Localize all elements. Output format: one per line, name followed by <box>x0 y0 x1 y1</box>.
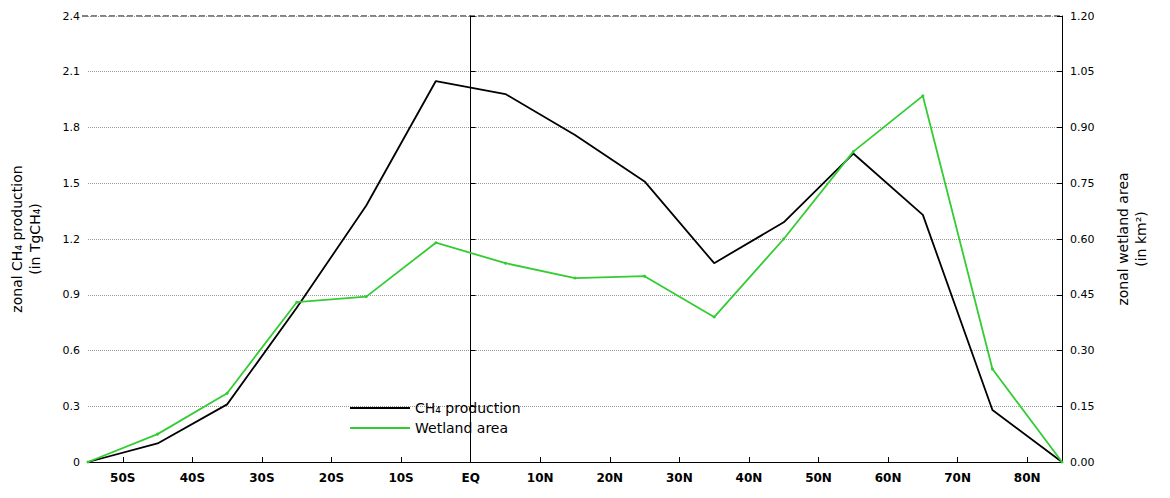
svg-text:2.4: 2.4 <box>63 10 81 23</box>
svg-text:0.6: 0.6 <box>63 344 81 357</box>
svg-text:1.20: 1.20 <box>1070 10 1095 23</box>
svg-text:50N: 50N <box>805 471 832 485</box>
svg-text:1.2: 1.2 <box>63 233 81 246</box>
svg-text:1.05: 1.05 <box>1070 65 1095 78</box>
svg-text:0.15: 0.15 <box>1070 400 1095 413</box>
svg-text:0: 0 <box>73 456 80 469</box>
svg-text:0.30: 0.30 <box>1070 344 1095 357</box>
svg-text:zonal wetland area: zonal wetland area <box>1115 172 1131 305</box>
svg-text:0.45: 0.45 <box>1070 288 1095 301</box>
svg-text:0.75: 0.75 <box>1070 177 1095 190</box>
svg-text:zonal CH₄ production: zonal CH₄ production <box>9 165 25 312</box>
svg-text:30S: 30S <box>249 471 274 485</box>
svg-text:0.9: 0.9 <box>63 288 81 301</box>
svg-text:(in km²): (in km²) <box>1133 211 1149 267</box>
svg-text:30N: 30N <box>666 471 693 485</box>
svg-text:0.00: 0.00 <box>1070 456 1095 469</box>
svg-text:50S: 50S <box>110 471 135 485</box>
svg-text:0.90: 0.90 <box>1070 121 1095 134</box>
svg-text:10S: 10S <box>388 471 413 485</box>
svg-text:0.60: 0.60 <box>1070 233 1095 246</box>
svg-text:1.8: 1.8 <box>63 121 81 134</box>
svg-text:80N: 80N <box>1014 471 1041 485</box>
svg-text:20N: 20N <box>596 471 623 485</box>
svg-text:Wetland area: Wetland area <box>415 420 508 436</box>
svg-text:EQ: EQ <box>461 471 479 485</box>
svg-text:20S: 20S <box>319 471 344 485</box>
svg-text:10N: 10N <box>527 471 554 485</box>
svg-text:40S: 40S <box>180 471 205 485</box>
svg-text:1.5: 1.5 <box>63 177 81 190</box>
svg-text:60N: 60N <box>875 471 902 485</box>
svg-text:2.1: 2.1 <box>63 65 81 78</box>
svg-text:70N: 70N <box>944 471 971 485</box>
svg-text:40N: 40N <box>736 471 763 485</box>
svg-text:(in TgCH₄): (in TgCH₄) <box>27 203 43 275</box>
svg-text:0.3: 0.3 <box>63 400 81 413</box>
svg-text:CH₄ production: CH₄ production <box>415 400 521 416</box>
